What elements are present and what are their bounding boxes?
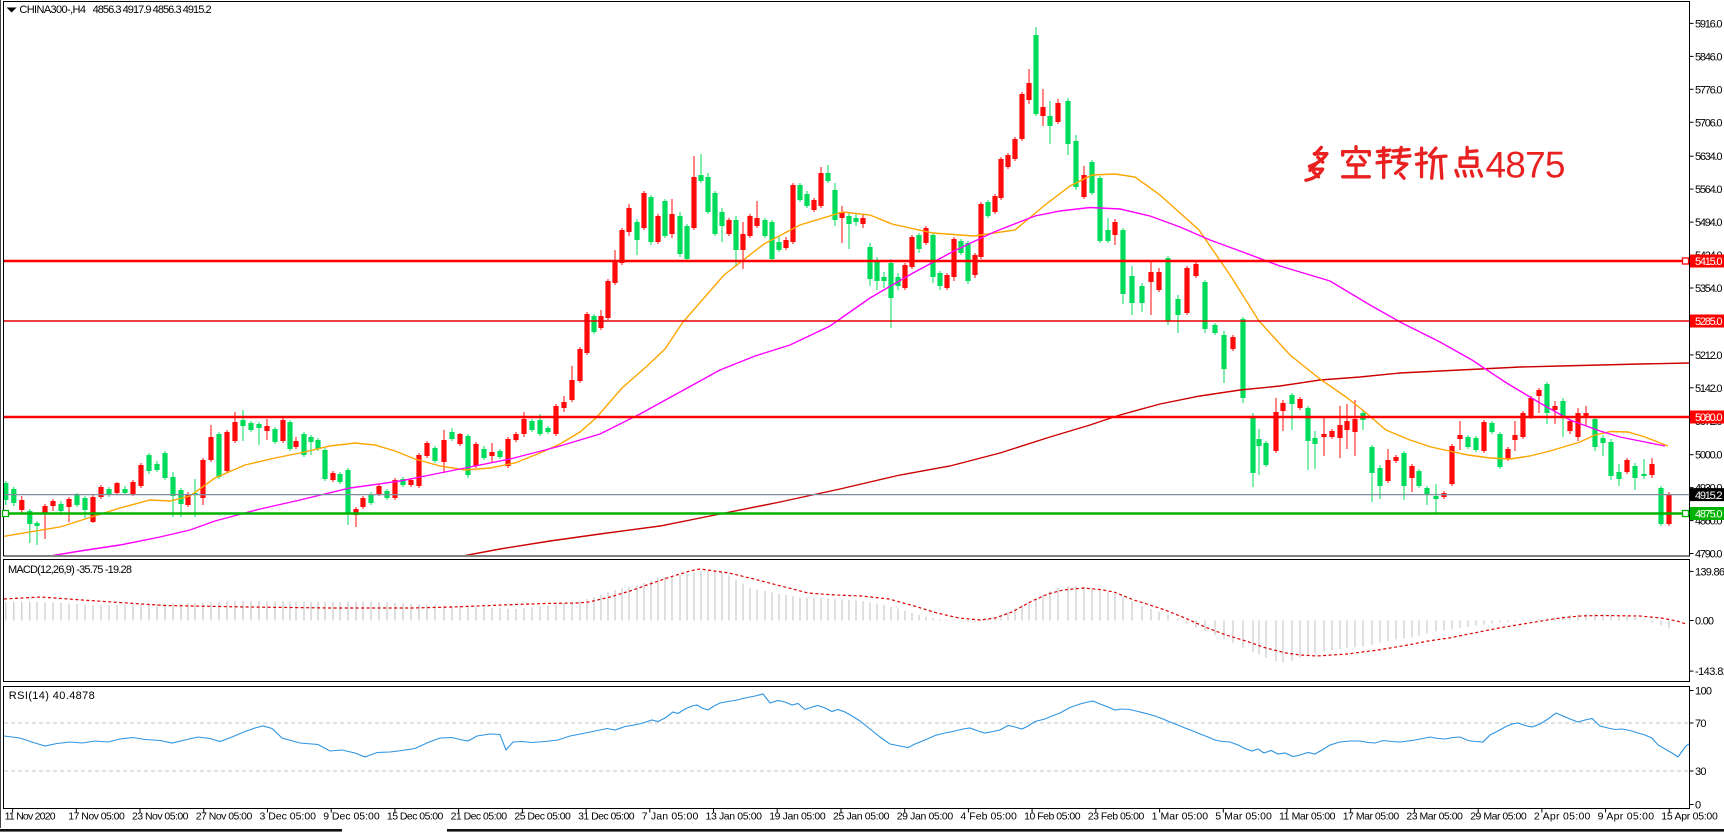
svg-text:4915.2: 4915.2 <box>1695 490 1723 502</box>
svg-text:29 Jan 05:00: 29 Jan 05:00 <box>897 811 954 823</box>
svg-text:MACD(12,26,9) -35.75 -19.28: MACD(12,26,9) -35.75 -19.28 <box>8 564 132 576</box>
svg-text:17 Mar 05:00: 17 Mar 05:00 <box>1343 811 1400 823</box>
svg-text:1 Mar 05:00: 1 Mar 05:00 <box>1152 811 1209 823</box>
svg-text:100: 100 <box>1695 686 1712 698</box>
svg-text:3 Dec 05:00: 3 Dec 05:00 <box>260 811 317 823</box>
svg-text:31 Dec 05:00: 31 Dec 05:00 <box>578 811 635 823</box>
svg-text:70: 70 <box>1695 718 1707 730</box>
svg-text:5706.0: 5706.0 <box>1695 117 1723 129</box>
svg-text:CHINA300-,H4: CHINA300-,H4 <box>19 4 86 16</box>
svg-text:15 Apr 05:00: 15 Apr 05:00 <box>1661 811 1718 823</box>
svg-text:4856.3 4917.9 4856.3 4915.2: 4856.3 4917.9 4856.3 4915.2 <box>93 4 212 16</box>
svg-text:30: 30 <box>1695 766 1707 778</box>
svg-text:4875.0: 4875.0 <box>1695 509 1723 521</box>
svg-text:5285.0: 5285.0 <box>1695 316 1723 328</box>
svg-text:5 Mar 05:00: 5 Mar 05:00 <box>1215 811 1272 823</box>
svg-text:5080.0: 5080.0 <box>1695 412 1723 424</box>
svg-text:5142.0: 5142.0 <box>1695 383 1723 395</box>
svg-text:5564.0: 5564.0 <box>1695 184 1723 196</box>
svg-text:-143.82: -143.82 <box>1695 666 1724 678</box>
svg-text:23 Feb 05:00: 23 Feb 05:00 <box>1088 811 1145 823</box>
svg-text:0: 0 <box>1695 800 1701 812</box>
svg-text:25 Jan 05:00: 25 Jan 05:00 <box>833 811 890 823</box>
svg-text:7 Jan 05:00: 7 Jan 05:00 <box>642 811 699 823</box>
svg-text:5916.0: 5916.0 <box>1695 18 1723 30</box>
svg-text:5776.0: 5776.0 <box>1695 84 1723 96</box>
svg-text:5846.0: 5846.0 <box>1695 51 1723 63</box>
svg-text:9 Dec 05:00: 9 Dec 05:00 <box>323 811 380 823</box>
svg-text:17 Nov 05:00: 17 Nov 05:00 <box>68 811 125 823</box>
svg-text:5494.0: 5494.0 <box>1695 217 1723 229</box>
svg-text:2 Apr 05:00: 2 Apr 05:00 <box>1534 811 1591 823</box>
svg-text:11 Mar 05:00: 11 Mar 05:00 <box>1279 811 1336 823</box>
svg-text:5000.0: 5000.0 <box>1695 450 1723 462</box>
svg-text:5634.0: 5634.0 <box>1695 151 1723 163</box>
svg-text:15 Dec 05:00: 15 Dec 05:00 <box>387 811 444 823</box>
svg-text:27 Nov 05:00: 27 Nov 05:00 <box>196 811 253 823</box>
svg-text:29 Mar 05:00: 29 Mar 05:00 <box>1470 811 1527 823</box>
svg-text:4790.0: 4790.0 <box>1695 549 1723 561</box>
svg-text:5415.0: 5415.0 <box>1695 256 1723 268</box>
svg-text:5212.0: 5212.0 <box>1695 350 1723 362</box>
svg-text:21 Dec 05:00: 21 Dec 05:00 <box>451 811 508 823</box>
svg-text:4875: 4875 <box>1486 145 1566 186</box>
svg-text:13 Jan 05:00: 13 Jan 05:00 <box>706 811 763 823</box>
svg-text:19 Jan 05:00: 19 Jan 05:00 <box>769 811 826 823</box>
svg-text:4 Feb 05:00: 4 Feb 05:00 <box>960 811 1017 823</box>
svg-text:10 Feb 05:00: 10 Feb 05:00 <box>1024 811 1081 823</box>
svg-text:0.00: 0.00 <box>1695 616 1714 628</box>
svg-text:139.86: 139.86 <box>1695 566 1724 578</box>
svg-text:9 Apr 05:00: 9 Apr 05:00 <box>1598 811 1655 823</box>
svg-text:25 Dec 05:00: 25 Dec 05:00 <box>514 811 571 823</box>
svg-text:23 Nov 05:00: 23 Nov 05:00 <box>132 811 189 823</box>
svg-text:11 Nov 2020: 11 Nov 2020 <box>5 811 56 823</box>
svg-text:RSI(14) 40.4878: RSI(14) 40.4878 <box>9 690 95 702</box>
svg-text:23 Mar 05:00: 23 Mar 05:00 <box>1406 811 1463 823</box>
svg-text:5354.0: 5354.0 <box>1695 283 1723 295</box>
